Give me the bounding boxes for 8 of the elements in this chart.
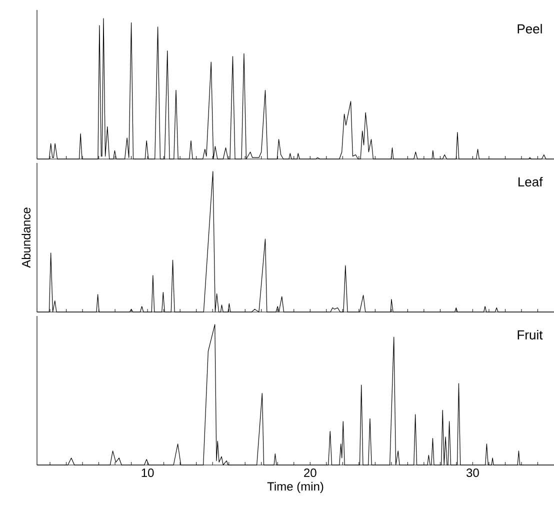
x-tick-label: 20	[304, 468, 316, 478]
text: Peel	[518, 24, 542, 34]
y-axis-title: Abundance	[22, 208, 30, 268]
text: Leaf	[518, 176, 543, 186]
x-tick-label: 10	[142, 468, 154, 478]
text: Fruit	[518, 330, 543, 340]
x-axis-title: Time (min)	[267, 482, 324, 494]
x-tick-label: 30	[466, 468, 479, 478]
